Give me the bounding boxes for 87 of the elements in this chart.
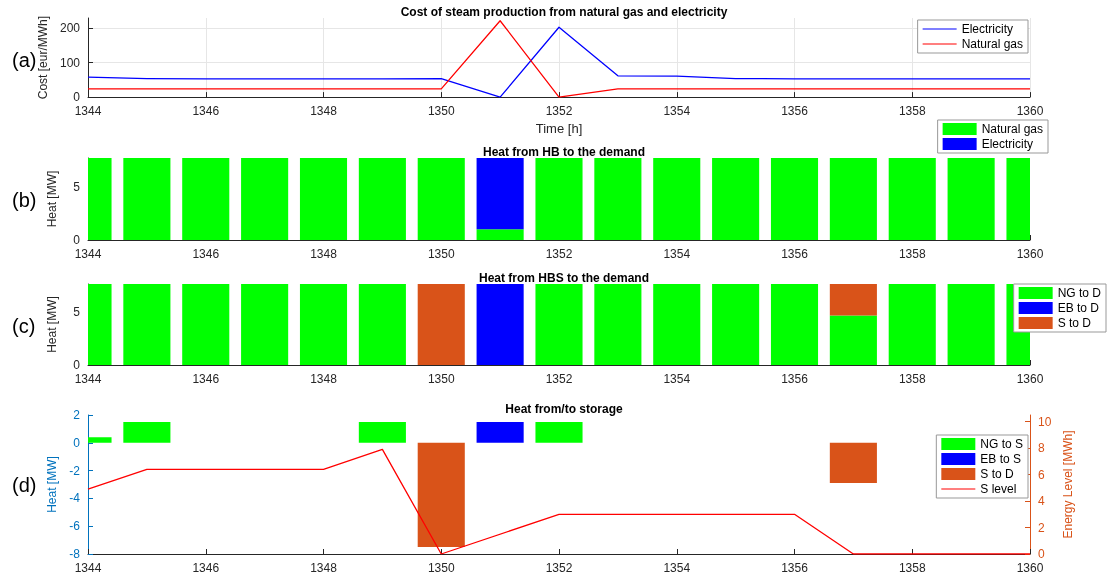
x-tick-label: 1346 <box>192 372 220 386</box>
x-tick-label: 1352 <box>545 247 573 261</box>
x-tick-label: 1356 <box>781 104 809 119</box>
x-tick-label: 1358 <box>898 561 926 575</box>
legend-label: S to D <box>980 467 1014 481</box>
legend-label: NG to S <box>980 437 1024 451</box>
legend-label: S level <box>980 482 1017 496</box>
x-tick-label: 1348 <box>310 372 338 386</box>
chart-title: Heat from HB to the demand <box>482 145 646 159</box>
line-series <box>87 448 1031 555</box>
x-tick-label: 1358 <box>898 247 926 261</box>
x-tick-label: 1346 <box>192 104 220 119</box>
y-tick-label: 5 <box>73 179 81 194</box>
y2-tick-label: 8 <box>1038 441 1045 456</box>
x-tick-label: 1360 <box>1016 372 1044 386</box>
y-tick-label: -2 <box>69 463 81 478</box>
legend-label: Natural gas <box>981 122 1044 136</box>
x-tick-label: 1356 <box>781 372 809 386</box>
x-tick-label: 1354 <box>663 561 691 575</box>
legend-label: Natural gas <box>961 37 1024 51</box>
x-tick-label: 1350 <box>427 104 455 119</box>
y2-tick-label: 2 <box>1038 520 1045 535</box>
x-tick-label: 1358 <box>898 104 926 119</box>
text: (d) <box>12 473 37 496</box>
x-tick-label: 1356 <box>781 247 809 261</box>
legend-label: EB to D <box>1057 301 1100 315</box>
bar <box>123 421 171 443</box>
x-tick-label: 1350 <box>427 247 455 261</box>
bar <box>535 421 583 443</box>
x-tick-label: 1350 <box>427 372 455 386</box>
text: (b) <box>12 188 37 211</box>
y2-tick-label: 6 <box>1038 467 1045 482</box>
y2-tick-label: 0 <box>1038 547 1045 561</box>
y-tick-label: -6 <box>69 519 81 534</box>
chart-title: Cost of steam production from natural gas and electricity <box>400 5 728 19</box>
chart-title: Heat from HBS to the demand <box>478 271 650 285</box>
legend-label: S to D <box>1057 316 1092 330</box>
x-tick-label: 1352 <box>545 561 573 575</box>
y2-axis-title: Energy Level [MWh] <box>1061 430 1076 539</box>
x-tick-label: 1360 <box>1016 247 1044 261</box>
legend-label: Electricity <box>961 22 1013 36</box>
y-tick-label: 0 <box>73 435 81 450</box>
y-axis-title: Heat [MW] <box>45 170 59 228</box>
x-tick-label: 1346 <box>192 247 220 261</box>
x-tick-label: 1352 <box>545 372 573 386</box>
text: (c) <box>12 315 36 337</box>
x-tick-label: 1344 <box>74 372 102 386</box>
text: (a) <box>12 48 37 71</box>
x-tick-label: 1360 <box>1016 104 1044 119</box>
x-tick-label: 1348 <box>310 104 338 119</box>
x-axis-title: Time [h] <box>535 121 583 136</box>
x-tick-label: 1354 <box>663 372 691 386</box>
bar <box>358 421 406 443</box>
y2-tick-label: 10 <box>1038 414 1052 429</box>
y-tick-label: 100 <box>59 55 81 70</box>
y-tick-label: 2 <box>73 408 81 422</box>
chart-title: Heat from/to storage <box>505 402 623 416</box>
x-tick-label: 1354 <box>663 247 691 261</box>
x-tick-label: 1356 <box>781 561 809 575</box>
bar <box>829 442 877 484</box>
x-tick-label: 1344 <box>74 104 102 119</box>
legend-label: Electricity <box>981 137 1033 151</box>
y-tick-label: 0 <box>73 233 81 247</box>
legend-label: EB to S <box>980 452 1022 466</box>
x-tick-label: 1358 <box>898 372 926 386</box>
y2-tick-label: 4 <box>1038 494 1045 509</box>
y-axis-title: Cost [eur/MWh] <box>36 15 51 100</box>
x-tick-label: 1350 <box>427 561 455 575</box>
legend-label: NG to D <box>1057 286 1102 300</box>
x-tick-label: 1344 <box>74 561 102 575</box>
y-axis-title: Heat [MW] <box>45 456 59 513</box>
x-tick-label: 1360 <box>1016 561 1044 575</box>
bar <box>476 421 524 443</box>
x-tick-label: 1348 <box>310 247 338 261</box>
x-tick-label: 1352 <box>545 104 573 119</box>
y-tick-label: -8 <box>69 547 81 561</box>
x-tick-label: 1344 <box>74 247 102 261</box>
y-tick-label: 200 <box>59 21 81 36</box>
y-tick-label: 0 <box>73 90 81 105</box>
bar <box>417 442 465 548</box>
y-axis-title: Heat [MW] <box>45 296 59 353</box>
x-tick-label: 1354 <box>663 104 691 119</box>
x-tick-label: 1346 <box>192 561 220 575</box>
y-tick-label: 0 <box>73 358 81 372</box>
y-tick-label: 5 <box>73 305 81 320</box>
y-tick-label: -4 <box>69 491 81 506</box>
x-tick-label: 1348 <box>310 561 338 575</box>
